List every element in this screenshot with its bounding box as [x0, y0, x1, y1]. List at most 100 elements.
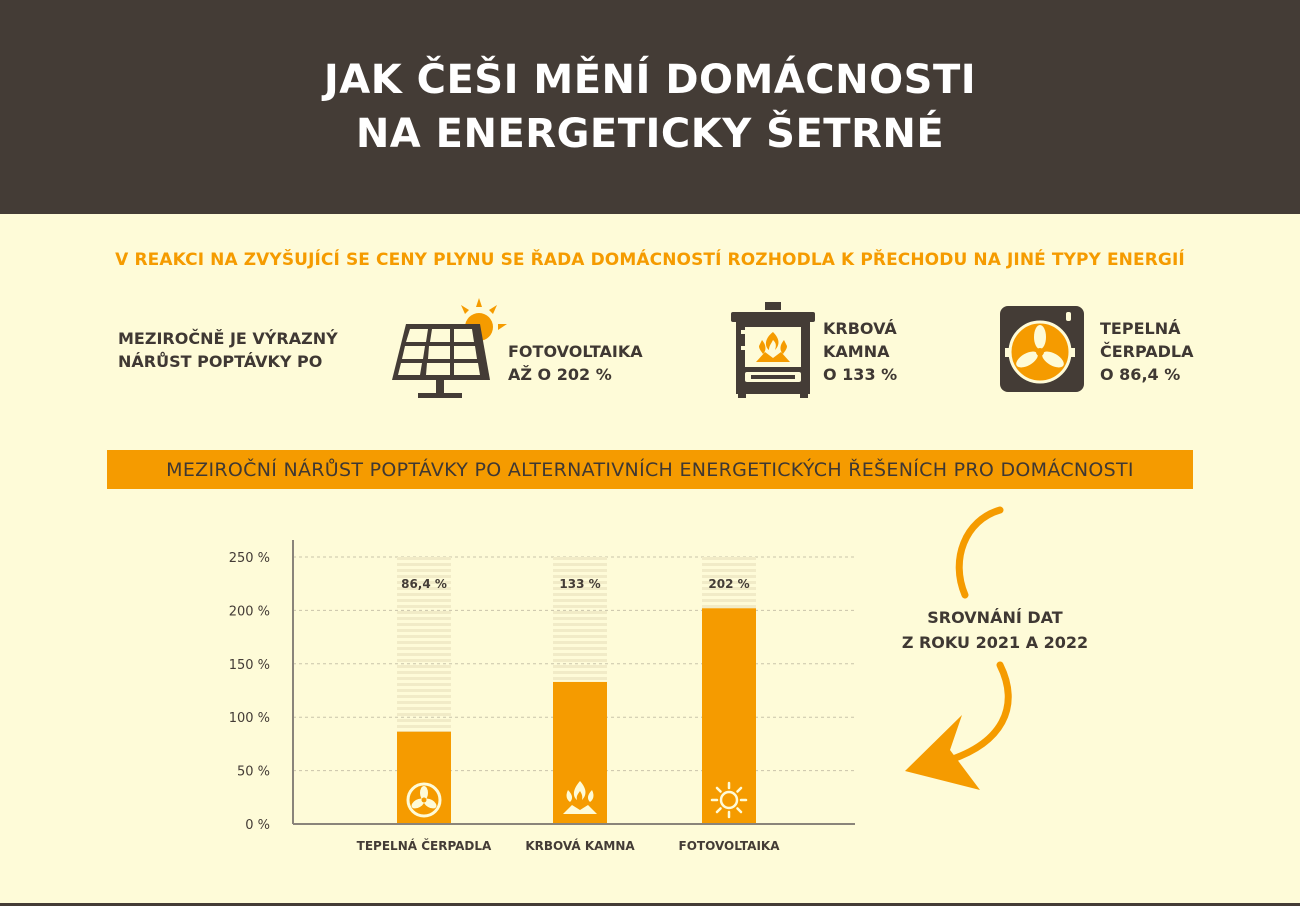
bar-background-stripe: [553, 677, 607, 680]
subtitle: V REAKCI NA ZVYŠUJÍCÍ SE CENY PLYNU SE Ř…: [115, 250, 1185, 270]
stat-label: KRBOVÁ: [823, 319, 897, 338]
bar-background-stripe: [553, 581, 607, 584]
bar-value-label: 133 %: [559, 577, 600, 591]
bar-background-stripe: [553, 641, 607, 644]
bar: [397, 731, 451, 824]
bar: [553, 681, 607, 824]
stat-label: TEPELNÁ: [1100, 319, 1181, 338]
bar-background-stripe: [553, 635, 607, 638]
bar-background-stripe: [397, 581, 451, 584]
bar-background-stripe: [397, 701, 451, 704]
bar-background-stripe: [553, 659, 607, 662]
bar-background-stripe: [702, 581, 756, 584]
bar-background-stripe: [553, 569, 607, 572]
bar-background-stripe: [397, 689, 451, 692]
bar-value-label: 202 %: [708, 577, 749, 591]
stat-label: FOTOVOLTAIKA: [508, 342, 643, 361]
bar-background-stripe: [397, 563, 451, 566]
comparison-note: SROVNÁNÍ DAT Z ROKU 2021 A 2022: [895, 605, 1095, 655]
page-title-line-2: NA ENERGETICKY ŠETRNÉ: [355, 111, 945, 157]
y-tick-label: 50 %: [237, 765, 270, 780]
bar-background-stripe: [702, 593, 756, 596]
bar-background-stripe: [397, 665, 451, 668]
bar-background-stripe: [397, 695, 451, 698]
bar-background-stripe: [397, 647, 451, 650]
bar-background-stripe: [553, 629, 607, 632]
lead-text: MEZIROČNĚ JE VÝRAZNÝ NÁRŮST POPTÁVKY PO: [118, 327, 358, 373]
bar-background-stripe: [397, 605, 451, 608]
bar-background-stripe: [397, 599, 451, 602]
stat-tepelna-cerpadla: TEPELNÁ ČERPADLA O 86,4 %: [1100, 317, 1194, 386]
bar-background-stripe: [397, 617, 451, 620]
bar-background-stripe: [397, 671, 451, 674]
y-tick-label: 0 %: [245, 818, 270, 833]
bar-background-stripe: [553, 665, 607, 668]
bar-background-stripe: [702, 569, 756, 572]
solar-panel-icon: [392, 298, 507, 398]
curved-arrow-icon: [905, 506, 1012, 790]
bar-background-stripe: [553, 623, 607, 626]
sun-icon: [710, 781, 748, 819]
y-tick-label: 150 %: [229, 658, 270, 673]
bar-background-stripe: [397, 623, 451, 626]
bar-background-stripe: [397, 635, 451, 638]
bar-background-stripe: [702, 575, 756, 578]
bar-background-stripe: [702, 587, 756, 590]
stat-value: O 86,4 %: [1100, 365, 1181, 384]
stat-value: AŽ O 202 %: [508, 365, 612, 384]
bar-background-stripe: [397, 593, 451, 596]
bar-background-stripe: [702, 557, 756, 560]
bar-background-stripe: [553, 593, 607, 596]
stat-value: O 133 %: [823, 365, 898, 384]
bar-background-stripe: [397, 659, 451, 662]
bar-background-stripe: [397, 653, 451, 656]
chart-banner: MEZIROČNÍ NÁRŮST POPTÁVKY PO ALTERNATIVN…: [107, 450, 1193, 489]
comparison-line-2: Z ROKU 2021 A 2022: [901, 633, 1089, 652]
comparison-line-1: SROVNÁNÍ DAT: [927, 608, 1063, 627]
bar-background-stripe: [702, 605, 756, 608]
bar-background-stripe: [553, 599, 607, 602]
bar-background-stripe: [553, 557, 607, 560]
bar-background-stripe: [397, 575, 451, 578]
fan-icon: [406, 782, 442, 818]
bar-value-label: 86,4 %: [401, 577, 447, 591]
x-tick-label: TEPELNÁ ČERPADLA: [357, 838, 492, 853]
bar-background-stripe: [397, 725, 451, 728]
bar-background-stripe: [553, 611, 607, 614]
stat-fotovoltaika: FOTOVOLTAIKA AŽ O 202 %: [508, 340, 643, 386]
lead-line-2: NÁRŮST POPTÁVKY PO: [118, 352, 323, 371]
y-tick-label: 250 %: [229, 551, 270, 566]
lead-line-1: MEZIROČNĚ JE VÝRAZNÝ: [118, 329, 338, 348]
bar-background-stripe: [553, 617, 607, 620]
bar-background-stripe: [553, 575, 607, 578]
bar-background-stripe: [397, 569, 451, 572]
bar-background-stripe: [553, 563, 607, 566]
bar-background-stripe: [397, 557, 451, 560]
x-tick-label: FOTOVOLTAIKA: [679, 839, 781, 853]
stat-krbova-kamna: KRBOVÁ KAMNA O 133 %: [823, 317, 897, 386]
heat-pump-icon: [1000, 306, 1084, 392]
footer-divider: [0, 903, 1300, 906]
y-tick-label: 100 %: [229, 711, 270, 726]
bar-background-stripe: [553, 671, 607, 674]
x-tick-label: KRBOVÁ KAMNA: [525, 838, 635, 853]
page-title-line-1: JAK ČEŠI MĚNÍ DOMÁCNOSTI: [323, 57, 977, 103]
stat-label: ČERPADLA: [1100, 342, 1194, 361]
bar-background-stripe: [553, 647, 607, 650]
bar-background-stripe: [397, 629, 451, 632]
bar-background-stripe: [553, 653, 607, 656]
bar-background-stripe: [397, 707, 451, 710]
stove-icon: [731, 302, 815, 398]
bar-background-stripe: [397, 683, 451, 686]
bar-background-stripe: [397, 641, 451, 644]
bar-background-stripe: [397, 587, 451, 590]
bar-background-stripe: [553, 587, 607, 590]
fire-icon: [563, 781, 597, 814]
bar-background-stripe: [702, 563, 756, 566]
stat-label: KAMNA: [823, 342, 890, 361]
bar-background-stripe: [397, 713, 451, 716]
header: JAK ČEŠI MĚNÍ DOMÁCNOSTI NA ENERGETICKY …: [0, 0, 1300, 214]
y-tick-label: 200 %: [229, 604, 270, 619]
bar-background-stripe: [397, 677, 451, 680]
